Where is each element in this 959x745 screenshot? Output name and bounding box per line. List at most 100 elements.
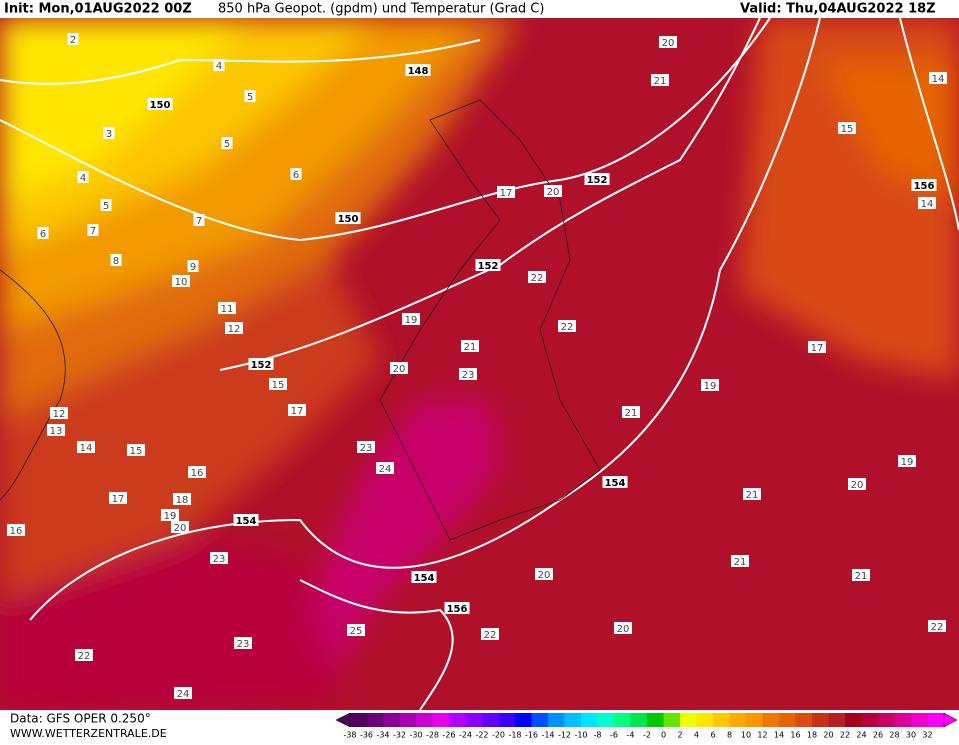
temperature-label: 8 — [113, 256, 119, 267]
legend-label: 30 — [906, 731, 916, 740]
legend-label: -12 — [558, 731, 571, 740]
legend-label: -20 — [492, 731, 505, 740]
temperature-label: 23 — [360, 443, 373, 454]
temperature-label-box — [497, 186, 515, 198]
temperature-label-box — [103, 127, 115, 139]
temperature-label-box — [659, 36, 677, 48]
legend-cell — [432, 713, 449, 727]
init-time: Init: Mon,01AUG2022 00Z — [4, 2, 192, 17]
map-title: 850 hPa Geopot. (gpdm) und Temperatur (G… — [218, 2, 544, 17]
legend-label: -28 — [426, 731, 439, 740]
temperature-label: 20 — [547, 187, 560, 198]
header-bar — [0, 0, 959, 18]
temperature-label: 11 — [221, 304, 234, 315]
temperature-label: 24 — [177, 689, 190, 700]
temperature-label: 16 — [191, 468, 204, 479]
legend-cell — [894, 713, 911, 727]
temperature-label: 19 — [901, 457, 914, 468]
legend-cell — [696, 713, 713, 727]
temperature-label-box — [100, 199, 112, 211]
geopotential-label: 154 — [236, 516, 257, 527]
legend-label: -34 — [376, 731, 389, 740]
temperature-label-box — [535, 568, 553, 580]
temperature-label: 16 — [10, 526, 23, 537]
legend-label: 18 — [807, 731, 817, 740]
legend-cell — [845, 713, 862, 727]
legend-cell — [812, 713, 829, 727]
legend-cell — [482, 713, 499, 727]
legend-label: 8 — [727, 731, 732, 740]
temperature-label: 5 — [224, 139, 230, 150]
legend-cell — [531, 713, 548, 727]
legend-label: 32 — [922, 731, 932, 740]
data-source: Data: GFS OPER 0.250° — [10, 712, 151, 726]
geopotential-label-box — [602, 476, 628, 488]
legend-cell — [548, 713, 565, 727]
legend-label: -2 — [643, 731, 651, 740]
legend-cell — [350, 713, 367, 727]
temperature-label: 14 — [932, 74, 945, 85]
temperature-label-box — [75, 649, 93, 661]
temperature-label-box — [929, 72, 947, 84]
geopotential-label: 156 — [914, 181, 935, 192]
temperature-label-box — [898, 455, 916, 467]
temperature-label: 5 — [103, 201, 109, 212]
temperature-label-box — [290, 168, 302, 180]
temperature-label-box — [67, 33, 79, 45]
temperature-label-box — [347, 624, 365, 636]
temperature-label-box — [77, 441, 95, 453]
legend-cell — [647, 713, 664, 727]
contour-labels: 1481501501521521521541541541561562021151… — [7, 33, 947, 700]
temperature-label: 19 — [405, 315, 418, 326]
temperature-label-box — [221, 137, 233, 149]
temperature-label: 2 — [70, 35, 76, 46]
temperature-label-box — [481, 628, 499, 640]
geopotential-label: 148 — [408, 66, 429, 77]
temperature-label-box — [288, 404, 306, 416]
temperature-label-box — [743, 488, 761, 500]
temperature-label: 21 — [625, 408, 638, 419]
temperature-label: 20 — [538, 570, 551, 581]
legend-label: -36 — [360, 731, 373, 740]
temperature-label-box — [701, 379, 719, 391]
legend-cell — [416, 713, 433, 727]
temperature-label: 22 — [561, 322, 574, 333]
geopotential-label-box — [147, 98, 173, 110]
legend-label: 16 — [790, 731, 800, 740]
temperature-label: 23 — [213, 554, 226, 565]
legend-cell — [878, 713, 895, 727]
temperature-label: 24 — [379, 464, 392, 475]
temperature-label-box — [7, 524, 25, 536]
legend-cell — [663, 713, 680, 727]
legend-label: 26 — [873, 731, 883, 740]
temperature-label-box — [390, 362, 408, 374]
legend-label: -8 — [594, 731, 602, 740]
legend-label: 6 — [710, 731, 715, 740]
temperature-label-box — [622, 406, 640, 418]
legend-label: 28 — [889, 731, 899, 740]
legend-arrow-right — [943, 712, 958, 728]
temperature-label-box — [174, 687, 192, 699]
temperature-label-box — [544, 185, 562, 197]
legend-cell — [630, 713, 647, 727]
temperature-label: 23 — [462, 370, 475, 381]
legend-cell — [911, 713, 928, 727]
temperature-label: 23 — [237, 639, 250, 650]
legend-label: -26 — [442, 731, 455, 740]
temperature-label: 12 — [228, 324, 241, 335]
temperature-label-box — [127, 444, 145, 456]
temperature-label: 19 — [704, 381, 717, 392]
temperature-label-box — [357, 441, 375, 453]
temperature-label: 19 — [164, 511, 177, 522]
temperature-label: 20 — [662, 38, 675, 49]
legend-cell — [597, 713, 614, 727]
legend-cell — [614, 713, 631, 727]
geopotential-label: 152 — [587, 175, 608, 186]
geopotential-label-box — [248, 358, 274, 370]
legend-cell — [779, 713, 796, 727]
temperature-label-box — [47, 424, 65, 436]
temperature-label-box — [928, 620, 946, 632]
legend-label: -32 — [393, 731, 406, 740]
temperature-label-box — [459, 368, 477, 380]
